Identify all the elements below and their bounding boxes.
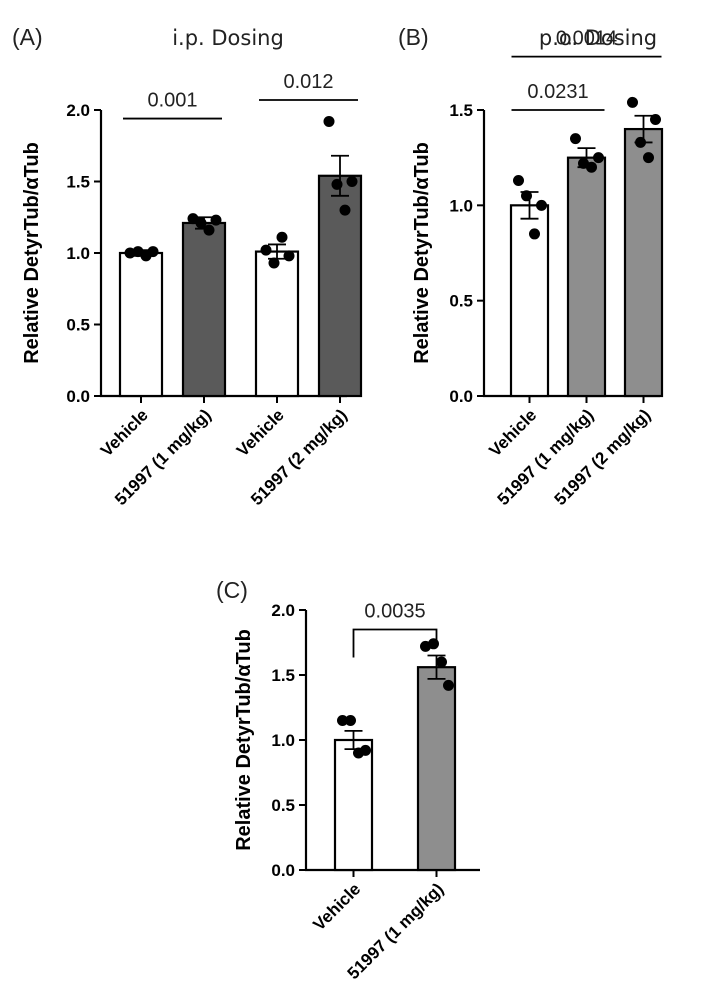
- y-axis-label: Relative DetyrTub/αTub: [21, 142, 43, 364]
- data-point: [650, 114, 661, 126]
- y-tick-label: 1.5: [66, 173, 90, 192]
- bar: [566, 156, 607, 398]
- y-axis-label: Relative DetyrTub/αTub: [233, 629, 255, 851]
- data-point: [529, 228, 540, 240]
- bar: [333, 738, 374, 872]
- data-point: [346, 176, 358, 187]
- bar: [254, 250, 300, 398]
- data-point: [147, 246, 159, 258]
- data-point: [443, 679, 454, 691]
- y-tick-label: 1.0: [449, 196, 473, 215]
- y-tick-label: 0.0: [449, 387, 473, 406]
- chart-title: p.o. Dosing: [539, 26, 657, 50]
- data-point: [536, 199, 547, 211]
- bar: [317, 174, 363, 398]
- p-value-label: 0.0035: [364, 601, 425, 623]
- data-point: [627, 96, 638, 108]
- data-point: [203, 224, 215, 236]
- chart-title: i.p. Dosing: [172, 26, 284, 50]
- x-tick-label: Vehicle: [309, 879, 364, 934]
- data-point: [593, 152, 604, 164]
- data-point: [643, 152, 654, 164]
- data-point: [323, 115, 335, 127]
- data-point: [339, 204, 351, 216]
- p-value-label: 0.001: [147, 90, 197, 112]
- bar: [181, 221, 227, 398]
- x-tick-label: Vehicle: [233, 405, 288, 460]
- panel-label: (B): [398, 24, 429, 50]
- data-point: [283, 250, 295, 262]
- y-axis-label: Relative DetyrTub/αTub: [411, 142, 433, 364]
- bar: [118, 251, 164, 398]
- data-point: [570, 133, 581, 145]
- x-tick-label: Vehicle: [97, 405, 152, 460]
- data-point: [436, 656, 447, 668]
- data-point: [276, 231, 288, 243]
- panel-label: (A): [12, 24, 43, 50]
- x-tick-label: Vehicle: [485, 405, 540, 460]
- y-tick-label: 0.5: [449, 292, 473, 311]
- y-tick-label: 1.5: [449, 101, 473, 120]
- bar: [623, 127, 664, 398]
- y-tick-label: 0.0: [66, 387, 90, 406]
- p-value-label: 0.0014: [556, 28, 617, 50]
- significance-bracket: [352, 628, 438, 658]
- data-point: [513, 175, 524, 187]
- p-value-label: 0.0231: [527, 81, 588, 103]
- y-tick-label: 0.5: [271, 796, 295, 815]
- y-tick-label: 2.0: [271, 601, 295, 620]
- bar: [416, 666, 457, 872]
- y-tick-label: 1.5: [271, 666, 295, 685]
- y-tick-label: 1.0: [66, 244, 90, 263]
- data-point: [268, 257, 280, 269]
- panel-label: (C): [216, 577, 248, 603]
- data-point: [586, 161, 597, 173]
- y-tick-label: 2.0: [66, 101, 90, 120]
- data-point: [521, 190, 532, 202]
- y-tick-label: 1.0: [271, 731, 295, 750]
- data-point: [635, 136, 646, 148]
- data-point: [337, 715, 348, 726]
- data-point: [331, 178, 343, 190]
- data-point: [195, 217, 207, 229]
- bar: [509, 204, 550, 398]
- y-tick-label: 0.5: [66, 316, 90, 335]
- data-point: [345, 715, 356, 726]
- data-point: [260, 244, 272, 256]
- x-tick-label: 51997 (1 mg/kg): [494, 405, 598, 509]
- chart-panel-c: (C) Relative DetyrTub/αTub 0.0 0.5 1.0 1.5 2.0…: [216, 577, 480, 983]
- y-tick-label: 0.0: [271, 861, 295, 880]
- p-value-label: 0.012: [283, 71, 333, 93]
- data-point: [210, 214, 222, 226]
- data-point: [360, 744, 371, 756]
- x-tick-label: 51997 (2 mg/kg): [551, 405, 655, 509]
